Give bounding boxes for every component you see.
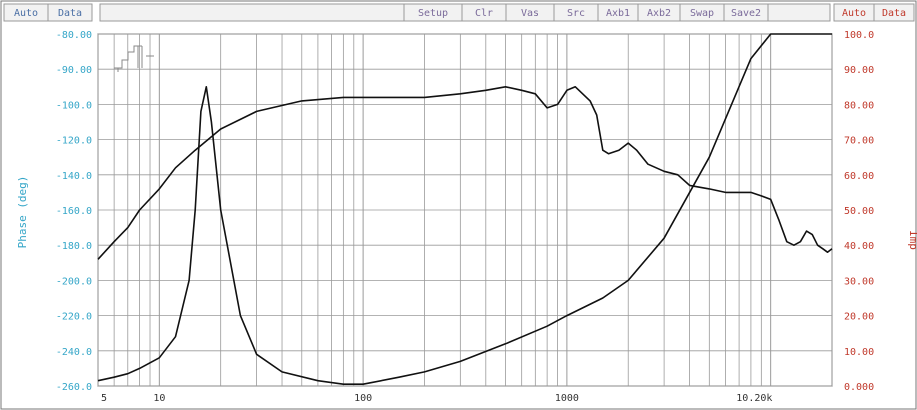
toolbar-button-data[interactable]: Data — [58, 8, 82, 19]
left-tick-label: -200.0 — [56, 276, 92, 287]
right-tick-label: 70.00 — [844, 136, 874, 147]
right-tick-label: 50.00 — [844, 206, 874, 217]
left-tick-label: -180.0 — [56, 241, 92, 252]
grid — [97, 33, 833, 387]
right-tick-label: 10.00 — [844, 347, 874, 358]
left-tick-label: -260.0 — [56, 382, 92, 393]
x-tick-label: 100 — [354, 393, 372, 404]
left-tick-label: -160.0 — [56, 206, 92, 217]
toolbar-button-data[interactable]: Data — [882, 8, 906, 19]
left-tick-label: -240.0 — [56, 347, 92, 358]
right-tick-label: 100.0 — [844, 30, 874, 41]
toolbar-button-swap[interactable]: Swap — [690, 8, 714, 19]
left-axis-label: Phase (deg) — [16, 176, 29, 249]
left-tick-label: -90.00 — [56, 65, 92, 76]
toolbar-button-frame[interactable] — [723, 3, 769, 22]
right-tick-label: 20.00 — [844, 312, 874, 323]
left-tick-label: -220.0 — [56, 312, 92, 323]
right-axis-ticks: 100.0 90.00 80.00 70.00 60.00 50.00 40.00 30.00… — [844, 30, 874, 393]
series-line-1 — [97, 33, 832, 386]
right-tick-label: 80.00 — [844, 100, 874, 111]
right-tick-label: 30.00 — [844, 276, 874, 287]
left-axis-ticks: -80.00 -90.00 -100.0 -120.0 -140.0 -160.0 -180… — [56, 30, 92, 393]
right-tick-label: 0.000 — [844, 382, 874, 393]
toolbar-button-setup[interactable]: Setup — [418, 8, 448, 19]
right-axis-label: Imp — [907, 230, 917, 250]
right-tick-label: 90.00 — [844, 65, 874, 76]
toolbar-button-frame[interactable] — [47, 3, 93, 22]
x-axis-ticks: 5 10 100 1000 10.20k — [101, 393, 772, 404]
left-tick-label: -120.0 — [56, 136, 92, 147]
toolbar-button-save2[interactable]: Save2 — [731, 8, 761, 19]
toolbar-button-auto[interactable]: Auto — [842, 8, 866, 19]
toolbar: Auto Data Setup Clr Vas Src Axb1 Axb2 Swap Save2 A… — [3, 3, 915, 22]
left-tick-label: -140.0 — [56, 171, 92, 182]
x-tick-label: 10 — [153, 393, 165, 404]
right-tick-label: 60.00 — [844, 171, 874, 182]
left-tick-label: -80.00 — [56, 30, 92, 41]
toolbar-button-src[interactable]: Src — [567, 8, 585, 19]
x-tick-label: 10.20k — [736, 393, 772, 404]
toolbar-button-auto[interactable]: Auto — [14, 8, 38, 19]
clio-logo — [114, 45, 154, 72]
right-tick-label: 40.00 — [844, 241, 874, 252]
toolbar-button-frame[interactable] — [873, 3, 915, 22]
curves — [97, 33, 833, 386]
toolbar-button-axb1[interactable]: Axb1 — [606, 8, 630, 19]
toolbar-button-clr[interactable]: Clr — [475, 8, 493, 19]
left-tick-label: -100.0 — [56, 100, 92, 111]
x-tick-label: 5 — [101, 393, 107, 404]
series-line-2 — [97, 86, 833, 260]
toolbar-button-axb2[interactable]: Axb2 — [647, 8, 671, 19]
toolbar-button-vas[interactable]: Vas — [521, 8, 539, 19]
x-tick-label: 1000 — [555, 393, 579, 404]
